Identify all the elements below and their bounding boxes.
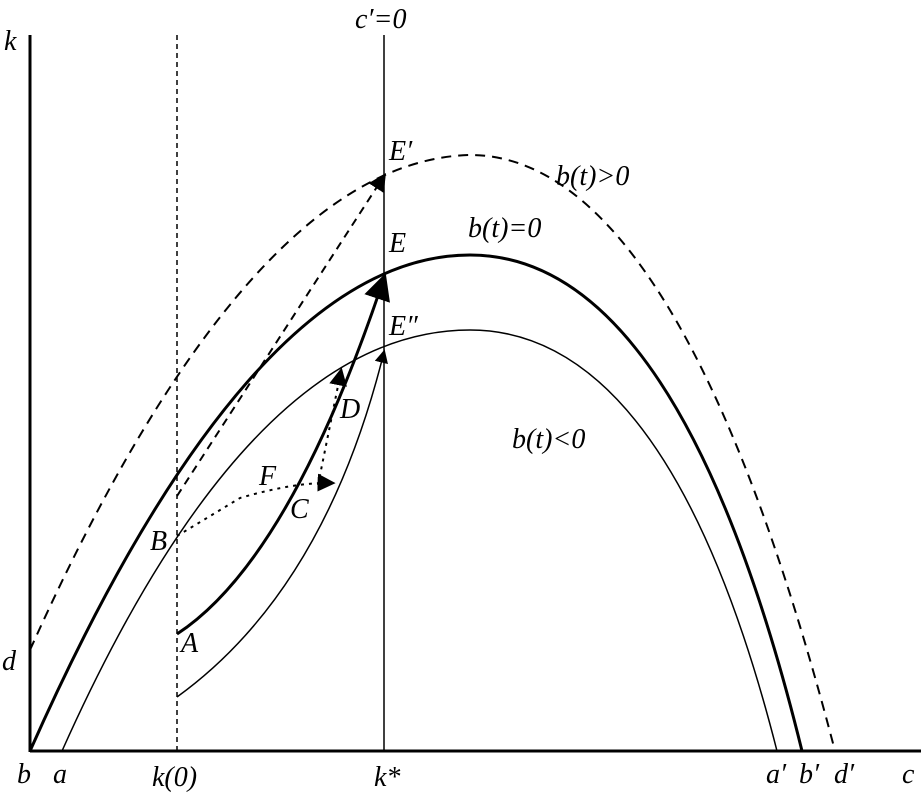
point-A-label: A bbox=[179, 628, 199, 659]
d-prime-label: d′ bbox=[834, 759, 855, 790]
d-label: d bbox=[2, 646, 17, 677]
lower-curve-label: b(t)<0 bbox=[512, 424, 585, 455]
c-prime-zero-label: c′=0 bbox=[355, 4, 406, 35]
trajectory-A-E bbox=[176, 272, 390, 636]
middle-curve-bold bbox=[28, 253, 804, 752]
a-label: a bbox=[53, 759, 67, 790]
point-E-label: E bbox=[388, 228, 406, 259]
trajectory-lower-E-double-prime bbox=[176, 349, 388, 698]
point-B-label: B bbox=[150, 526, 167, 557]
kstar-label: k* bbox=[374, 762, 400, 793]
vertical-axis-label: k bbox=[4, 26, 17, 57]
dotted-B-to-C bbox=[176, 473, 336, 537]
dotted-C-to-D bbox=[317, 367, 347, 486]
middle-curve-label: b(t)=0 bbox=[468, 213, 541, 244]
dashed-trajectory-to-E-prime bbox=[176, 172, 386, 497]
horizontal-axis-label: c bbox=[902, 759, 915, 790]
a-prime-label: a′ bbox=[766, 759, 787, 790]
point-E-prime-label: E′ bbox=[388, 136, 413, 167]
b-prime-label: b′ bbox=[799, 759, 820, 790]
lower-curve-thin bbox=[61, 329, 778, 752]
k0-label: k(0) bbox=[152, 762, 197, 793]
point-F-label: F bbox=[258, 461, 277, 492]
b-label: b bbox=[17, 759, 31, 790]
upper-curve-label: b(t)>0 bbox=[556, 161, 629, 192]
point-C-label: C bbox=[290, 494, 309, 525]
point-D-label: D bbox=[339, 394, 360, 425]
point-E-double-prime-label: E″ bbox=[388, 311, 418, 342]
upper-curve-dashed bbox=[29, 153, 836, 752]
